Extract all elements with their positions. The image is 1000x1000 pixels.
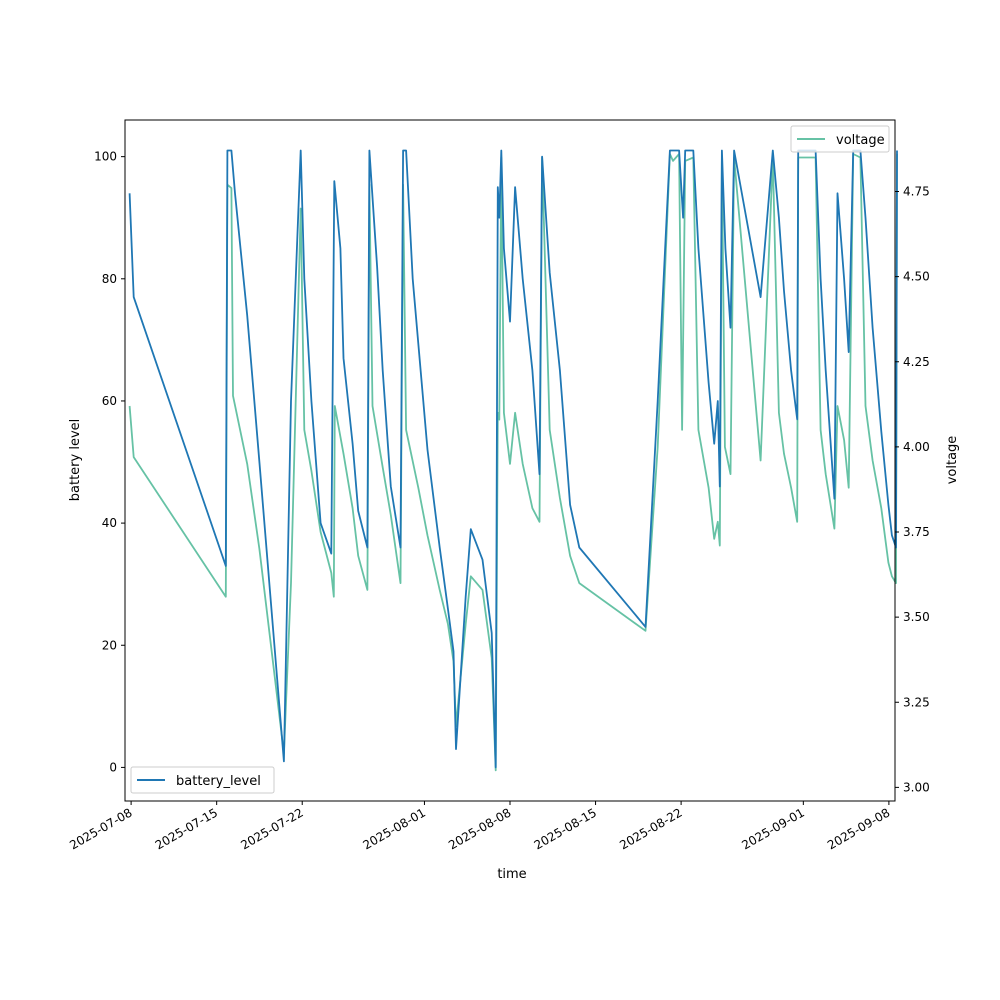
legend-battery-level-box xyxy=(130,766,275,794)
y-right-tick-label: 4.25 xyxy=(903,355,930,369)
y-axis-right-label: voltage xyxy=(945,436,960,485)
x-tick-label: 2025-09-08 xyxy=(825,805,892,852)
y-left-tick-label: 0 xyxy=(109,760,117,774)
y-left-tick-label: 20 xyxy=(102,638,117,652)
x-tick-label: 2025-09-01 xyxy=(739,805,806,852)
y-left-tick-label: 100 xyxy=(94,150,117,164)
legend-voltage-box xyxy=(790,125,890,153)
series-line-voltage xyxy=(128,153,898,772)
plot-content xyxy=(128,149,898,772)
y-right-tick-label: 4.75 xyxy=(903,185,930,199)
x-tick-label: 2025-08-15 xyxy=(532,805,599,852)
y-right-tick-label: 4.50 xyxy=(903,270,930,284)
x-tick-label: 2025-08-01 xyxy=(361,805,428,852)
x-tick-label: 2025-08-08 xyxy=(446,805,513,852)
x-tick-label: 2025-07-15 xyxy=(153,805,220,852)
y-left-tick-label: 60 xyxy=(102,394,117,408)
x-tick-label: 2025-08-22 xyxy=(617,805,684,852)
x-axis-label: time xyxy=(497,867,526,882)
legend-voltage-label: voltage xyxy=(836,133,885,148)
y-right-tick-label: 4.00 xyxy=(903,440,930,454)
y-right-tick-label: 3.00 xyxy=(903,780,930,794)
legend-voltage: voltage xyxy=(790,125,890,153)
legend-battery-level: battery_level xyxy=(130,766,275,794)
y-axis-right: 3.00 3.25 3.50 3.75 4.00 4.25 4.50 4.75 xyxy=(895,185,930,794)
x-tick-label: 2025-07-22 xyxy=(238,805,305,852)
y-axis-left: 0 20 40 60 80 100 xyxy=(94,150,125,774)
y-right-tick-label: 3.50 xyxy=(903,610,930,624)
y-right-tick-label: 3.25 xyxy=(903,695,930,709)
legend-battery-level-label: battery_level xyxy=(176,774,261,789)
x-axis: 2025-07-08 2025-07-15 2025-07-22 2025-08-01… xyxy=(67,801,892,852)
y-left-tick-label: 80 xyxy=(102,272,117,286)
x-tick-label: 2025-07-08 xyxy=(67,805,134,852)
series-line-battery-level xyxy=(128,149,898,769)
y-right-tick-label: 3.75 xyxy=(903,525,930,539)
y-left-tick-label: 40 xyxy=(102,516,117,530)
y-axis-left-label: battery level xyxy=(68,419,83,502)
